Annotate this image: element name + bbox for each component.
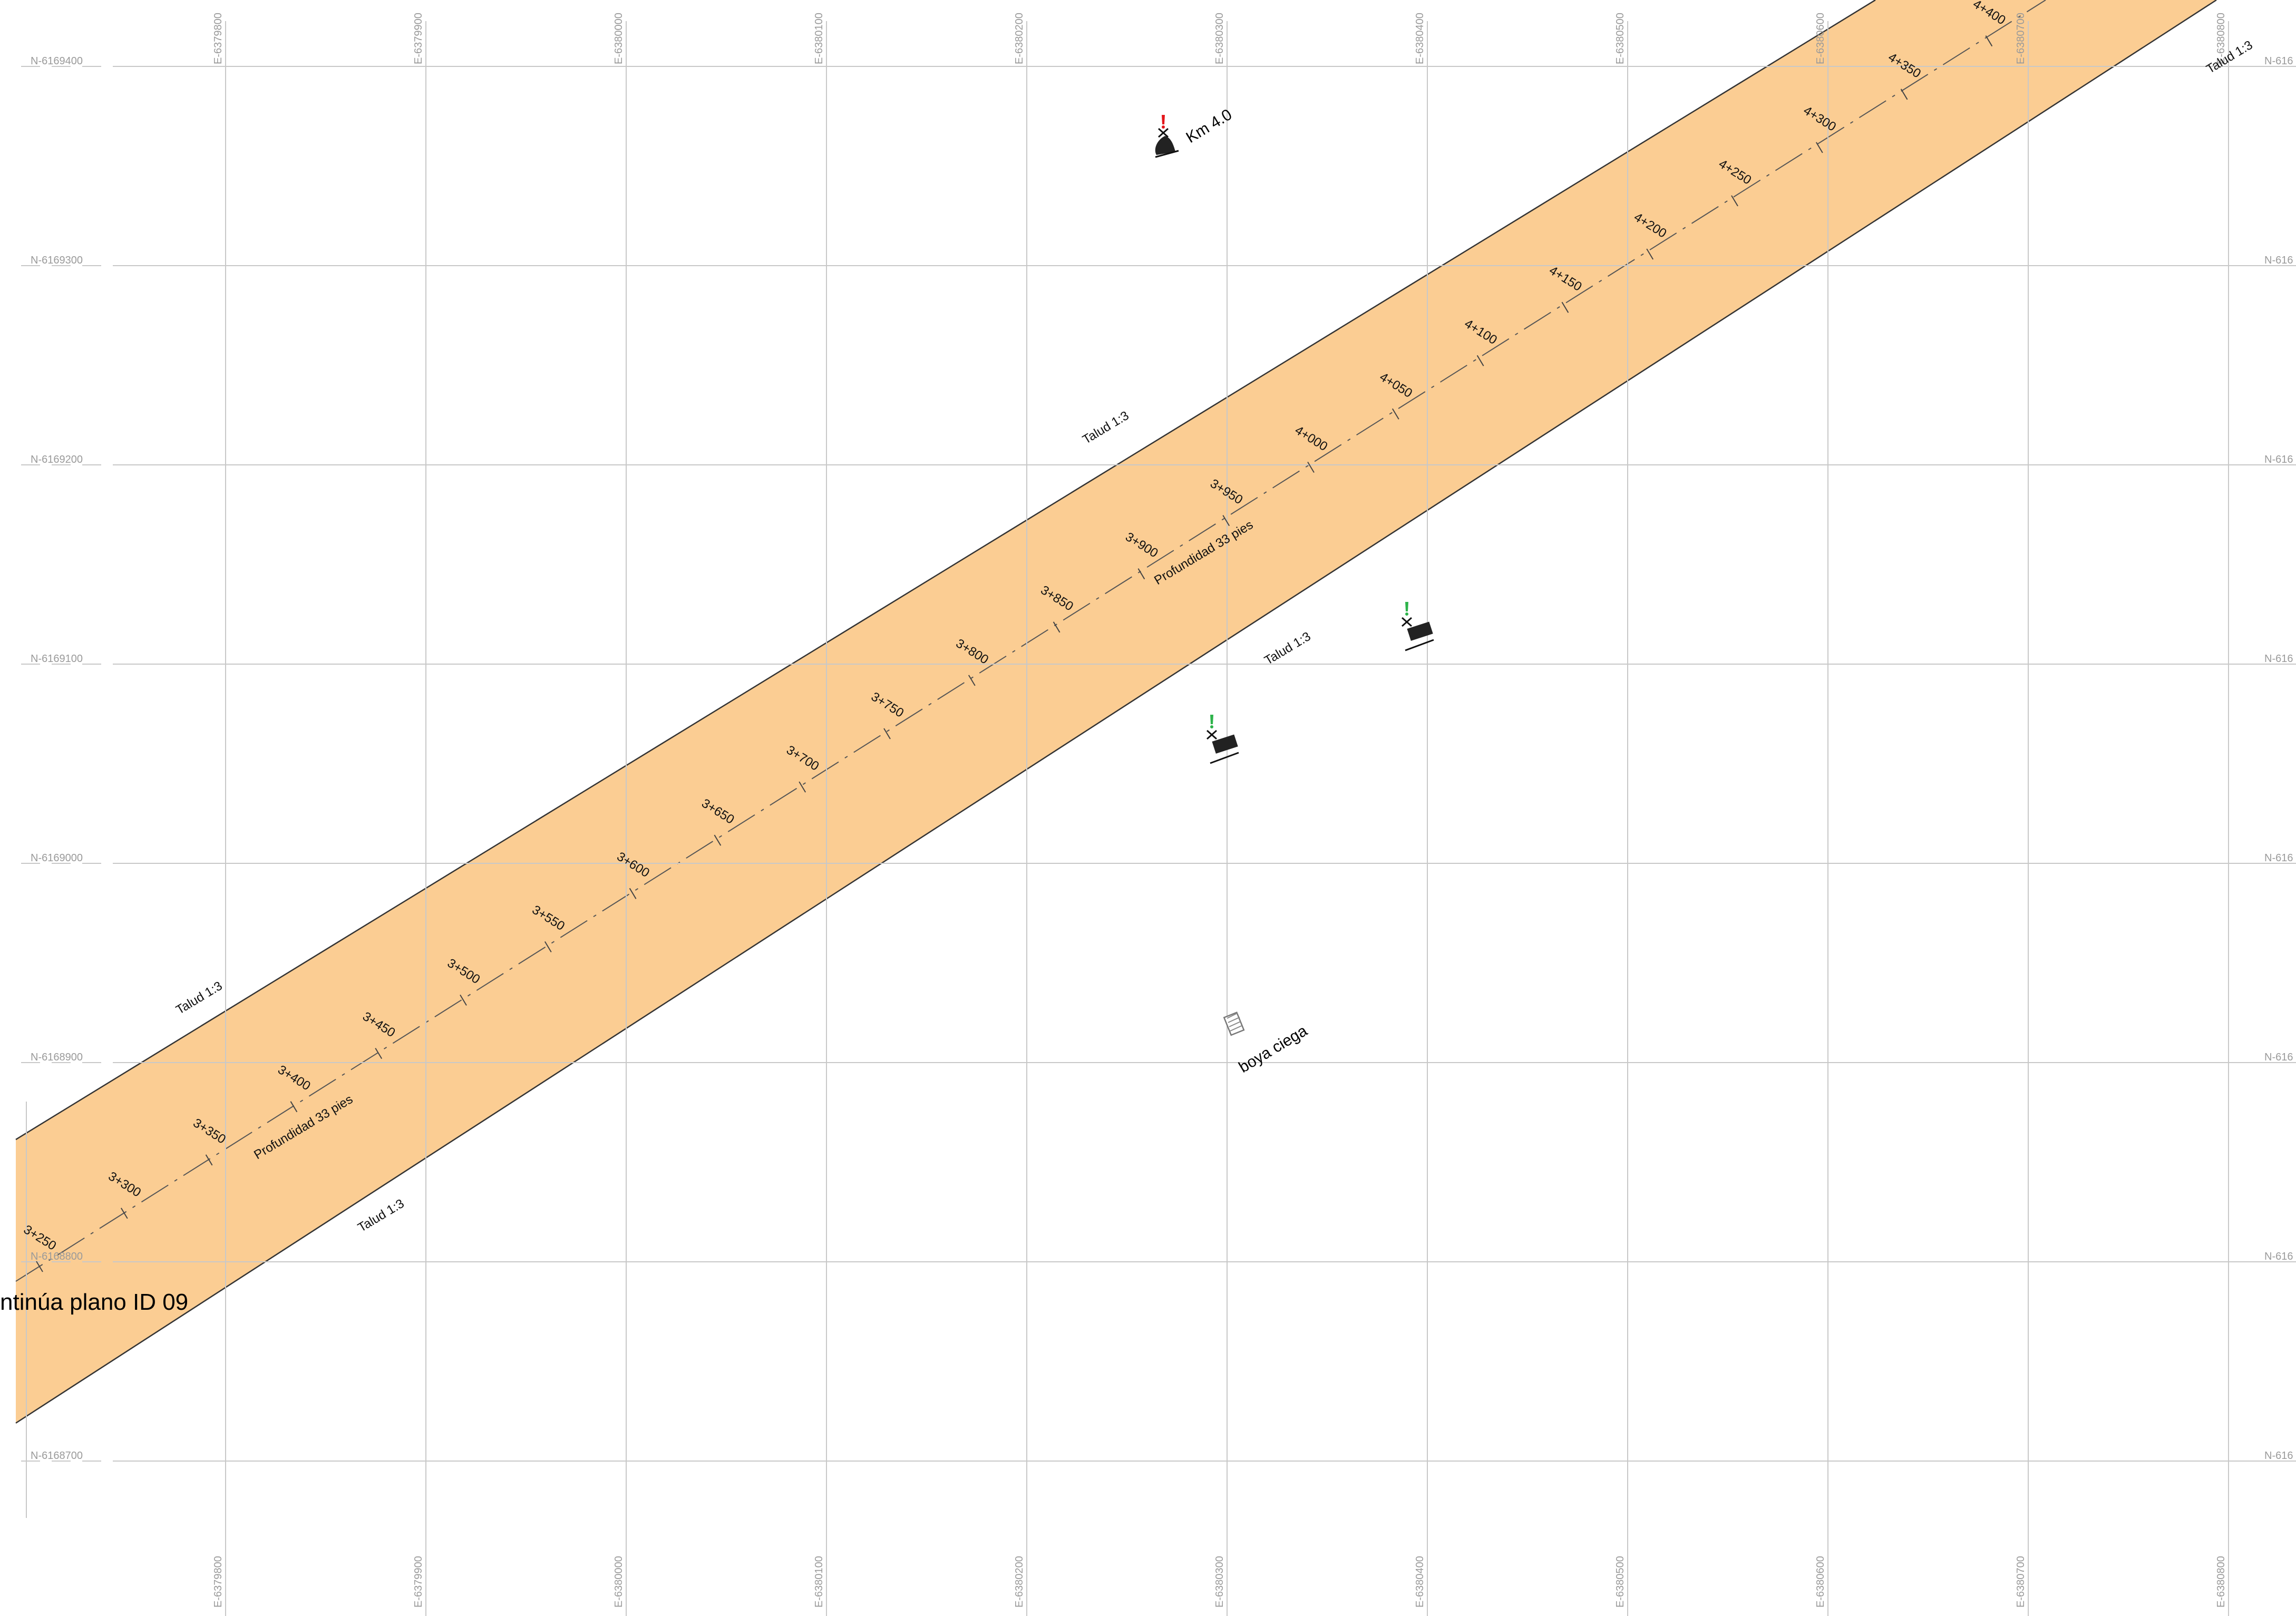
chainage-tick — [1476, 355, 1484, 366]
northing-label-left: N-6168900 — [31, 1052, 83, 1063]
chainage-tick — [1137, 568, 1145, 580]
easting-label-bottom: E-6380200 — [1014, 1556, 1025, 1608]
chainage-tick — [1731, 195, 1738, 207]
chainage-tick — [544, 941, 552, 952]
easting-label-bottom: E-6380500 — [1614, 1556, 1626, 1608]
channel-centerline — [15, 0, 2046, 1282]
easting-label-top: E-6379800 — [212, 13, 224, 64]
chainage-tick — [1307, 461, 1315, 473]
chainage-tick — [1053, 621, 1061, 633]
easting-label-bottom: E-6380400 — [1414, 1556, 1426, 1608]
chainage-tick — [460, 994, 467, 1006]
easting-label-bottom: E-6380300 — [1214, 1556, 1225, 1608]
northing-label-right: N-616 — [2264, 255, 2293, 266]
easting-label-bottom: E-6380700 — [2015, 1556, 2027, 1608]
easting-label-top: E-6380400 — [1414, 13, 1426, 64]
easting-label-top: E-6379900 — [413, 13, 424, 64]
chainage-tick — [1815, 142, 1823, 153]
chainage-tick — [1222, 515, 1230, 527]
chainage-tick — [883, 728, 891, 739]
chainage-tick — [629, 888, 637, 899]
easting-label-top: E-6380300 — [1214, 13, 1225, 64]
northing-label-right: N-616 — [2264, 1251, 2293, 1262]
easting-label-bottom: E-6379800 — [212, 1556, 224, 1608]
northing-label-left: N-6169100 — [31, 653, 83, 665]
northing-label-left: N-6169200 — [31, 454, 83, 465]
northing-label-right: N-616 — [2264, 653, 2293, 665]
channel-lower-edge — [15, 0, 2217, 1424]
channel-upper-edge — [15, 0, 1876, 1141]
easting-label-top: E-6380700 — [2015, 13, 2027, 64]
chainage-tick — [375, 1048, 383, 1059]
chainage-tick — [968, 675, 976, 686]
northing-label-right: N-616 — [2264, 55, 2293, 67]
chainage-tick — [205, 1154, 213, 1166]
km-4-buoy-icon — [1155, 115, 1179, 158]
northing-label-left: N-6169400 — [31, 55, 83, 67]
northing-label-right: N-616 — [2264, 852, 2293, 864]
northing-label-right: N-616 — [2264, 1450, 2293, 1462]
coordinate-grid: E-6379800 E-6379800 E-6379900 E-6379900 E-63… — [21, 13, 2296, 1616]
northing-label-left: N-6168800 — [31, 1251, 83, 1262]
chainage-tick — [1646, 248, 1654, 260]
blind-buoy-icon — [1223, 1011, 1245, 1036]
green-buoy-1-icon — [1207, 715, 1239, 764]
northing-label-left: N-6169000 — [31, 852, 83, 864]
chainage-tick — [1985, 35, 1993, 47]
easting-label-bottom: E-6380800 — [2215, 1556, 2227, 1608]
chainage-tick — [799, 781, 806, 793]
chainage-tick — [36, 1261, 43, 1272]
northing-label-right: N-616 — [2264, 454, 2293, 465]
northing-label-left: N-6168700 — [31, 1450, 83, 1462]
chainage-tick — [714, 834, 722, 846]
green-buoy-2-icon — [1402, 602, 1434, 651]
easting-label-top: E-6380800 — [2215, 13, 2227, 64]
easting-label-top: E-6380200 — [1014, 13, 1025, 64]
chainage-tick — [120, 1208, 128, 1219]
continues-label: ntinúa plano ID 09 — [0, 1289, 188, 1315]
northing-label-left: N-6169300 — [31, 255, 83, 266]
easting-label-top: E-6380500 — [1614, 13, 1626, 64]
northing-label-right: N-616 — [2264, 1052, 2293, 1063]
easting-label-bottom: E-6380600 — [1815, 1556, 1826, 1608]
easting-label-bottom: E-6380000 — [613, 1556, 625, 1608]
easting-label-top: E-6380600 — [1815, 13, 1826, 64]
chainage-tick — [290, 1101, 298, 1113]
chainage-tick — [1900, 89, 1908, 100]
chainage-tick — [1392, 408, 1399, 420]
easting-label-top: E-6380100 — [813, 13, 825, 64]
easting-label-top: E-6380000 — [613, 13, 625, 64]
chainage-tick — [1561, 301, 1569, 313]
easting-label-bottom: E-6380100 — [813, 1556, 825, 1608]
easting-label-bottom: E-6379900 — [413, 1556, 424, 1608]
